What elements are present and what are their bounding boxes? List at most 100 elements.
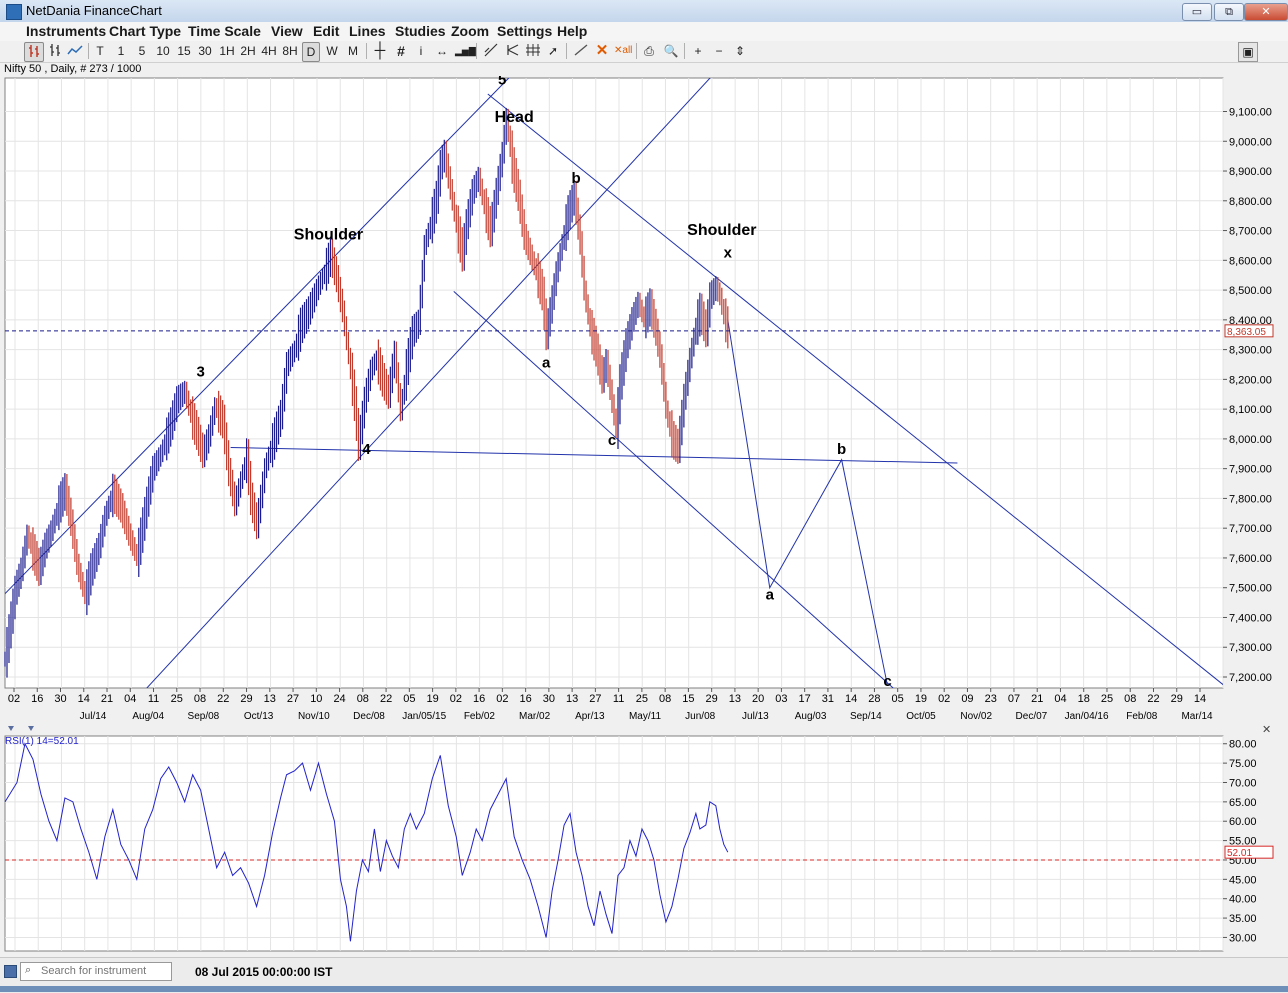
x-tick-label: 21 (1031, 693, 1043, 705)
x-tick-label: 23 (985, 693, 997, 705)
x-tick-label: 02 (938, 693, 950, 705)
trendline (487, 93, 1223, 686)
y-tick-label: 8,400.00 (1229, 315, 1272, 327)
period-15min[interactable]: 15 (177, 44, 191, 58)
x-tick-label: 08 (194, 693, 206, 705)
period-5min[interactable]: 5 (138, 44, 146, 58)
x-month-label: Jun/08 (685, 711, 715, 722)
detach-chart-icon[interactable]: ▣ (1238, 42, 1258, 62)
period-30min[interactable]: 30 (198, 44, 212, 58)
x-tick-label: 14 (845, 693, 857, 705)
x-tick-label: 16 (31, 693, 43, 705)
menu-studies[interactable]: Studies (395, 23, 446, 39)
instrument-label: Nifty 50 , Daily, # 273 / 1000 (4, 63, 142, 75)
x-month-label: Nov/02 (960, 711, 992, 722)
price-chart[interactable]: 7,200.00 7,300.00 7,400.00 7,500.00 7,600.00… (0, 76, 1288, 724)
y-tick-label: 7,500.00 (1229, 583, 1272, 595)
y-tick-label: 7,400.00 (1229, 612, 1272, 624)
period-4h[interactable]: 4H (261, 44, 277, 58)
collapse-arrow-icon[interactable] (8, 726, 14, 731)
menu-time-scale[interactable]: Time Scale (188, 23, 261, 39)
line-draw-icon[interactable] (572, 42, 590, 60)
trendline (146, 78, 711, 688)
volume-icon[interactable]: ▂▅▇ (455, 46, 476, 56)
delete-all-icon[interactable]: ✕all (614, 45, 633, 56)
close-button[interactable]: ✕ (1244, 3, 1288, 21)
menu-edit[interactable]: Edit (313, 23, 340, 39)
y-tick-label: 7,600.00 (1229, 553, 1272, 565)
x-tick-label: 15 (682, 693, 694, 705)
x-tick-label: 02 (450, 693, 462, 705)
instrument-search[interactable]: ⌕ (20, 962, 172, 981)
x-tick-label: 02 (8, 693, 20, 705)
crosshair-icon[interactable]: ┼ (374, 42, 386, 59)
period-8h[interactable]: 8H (282, 44, 298, 58)
y-tick-label: 9,100.00 (1229, 107, 1272, 119)
print-icon[interactable]: ⎙ (644, 44, 654, 58)
period-10min[interactable]: 10 (156, 44, 170, 58)
bar-chart-icon[interactable] (24, 42, 44, 62)
info-icon[interactable]: i (419, 44, 423, 58)
fibonacci-tool-icon[interactable] (524, 42, 542, 60)
period-tick[interactable]: T (96, 44, 104, 58)
pointer-tool-icon[interactable]: ➚ (547, 44, 559, 58)
wave-label: c (883, 673, 891, 690)
x-tick-label: 25 (1101, 693, 1113, 705)
expand-arrow-icon[interactable] (28, 726, 34, 731)
ohlc-chart-icon[interactable] (46, 42, 64, 60)
wave-label: x (724, 244, 733, 261)
trendline (5, 78, 510, 595)
y-tick-label: 8,300.00 (1229, 345, 1272, 357)
status-indicator (4, 965, 17, 978)
menu-view[interactable]: View (271, 23, 303, 39)
menu-chart-type[interactable]: Chart Type (109, 23, 182, 39)
trendline (230, 447, 958, 464)
menu-instruments[interactable]: Instruments (26, 23, 107, 39)
channel-tool-icon[interactable] (504, 42, 522, 60)
rsi-chart[interactable]: ✕30.0035.0040.0045.0050.0055.0060.0065.0… (0, 724, 1288, 957)
y-tick-label: 7,300.00 (1229, 642, 1272, 654)
minimize-button[interactable]: ▭ (1182, 3, 1212, 21)
x-tick-label: 30 (54, 693, 66, 705)
x-tick-label: 25 (171, 693, 183, 705)
x-month-label: Sep/14 (850, 711, 882, 722)
x-month-label: Apr/13 (575, 711, 605, 722)
restore-button[interactable]: ⧉ (1214, 3, 1244, 21)
zoom-in-icon[interactable]: + (694, 44, 702, 58)
line-chart-icon[interactable] (66, 42, 84, 60)
print-preview-icon[interactable]: 🔍 (663, 44, 679, 58)
period-2h[interactable]: 2H (240, 44, 256, 58)
grid-icon[interactable]: # (397, 43, 405, 59)
zoom-out-icon[interactable]: − (715, 44, 723, 58)
zoom-reset-icon[interactable]: ⇕ (734, 44, 746, 58)
menu-help[interactable]: Help (557, 23, 588, 39)
x-tick-label: 09 (961, 693, 973, 705)
x-month-label: Aug/04 (132, 711, 164, 722)
menu-settings[interactable]: Settings (497, 23, 553, 39)
x-month-label: Feb/08 (1126, 711, 1158, 722)
y-tick-label: 8,600.00 (1229, 255, 1272, 267)
wave-label: b (571, 170, 580, 187)
scroll-arrows-icon[interactable]: ↔ (436, 44, 448, 58)
x-tick-label: 03 (775, 693, 787, 705)
period-1min[interactable]: 1 (117, 44, 125, 58)
search-input[interactable] (41, 964, 167, 978)
rsi-close-icon[interactable]: ✕ (1262, 724, 1271, 736)
period-daily[interactable]: D (302, 42, 320, 62)
period-monthly[interactable]: M (348, 44, 358, 58)
trendline-tool-icon[interactable] (482, 42, 500, 60)
wave-label: a (542, 354, 551, 371)
rsi-y-tick-label: 55.00 (1229, 836, 1257, 848)
rsi-y-tick-label: 40.00 (1229, 894, 1257, 906)
y-tick-label: 8,500.00 (1229, 285, 1272, 297)
period-1h[interactable]: 1H (219, 44, 235, 58)
rsi-value-label: 52.01 (1227, 848, 1252, 859)
menu-zoom[interactable]: Zoom (451, 23, 490, 39)
delete-lines-icon[interactable]: ✕ (595, 42, 609, 59)
x-tick-label: 19 (426, 693, 438, 705)
x-month-label: Aug/03 (795, 711, 827, 722)
period-weekly[interactable]: W (326, 44, 338, 58)
status-date: 08 Jul 2015 00:00:00 IST (195, 965, 333, 979)
menu-lines[interactable]: Lines (349, 23, 386, 39)
x-tick-label: 19 (915, 693, 927, 705)
